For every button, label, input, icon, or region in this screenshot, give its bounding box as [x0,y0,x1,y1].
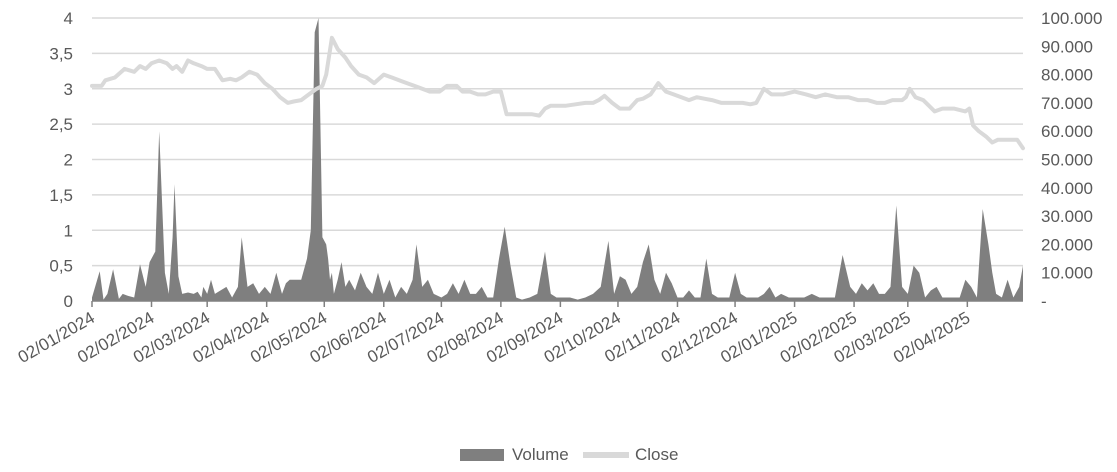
legend-swatch-volume [460,449,504,461]
right-tick-label-5: 50.000 [1041,151,1093,170]
right-tick-label-3: 30.000 [1041,207,1093,226]
left-tick-label-4: 2 [64,151,73,170]
right-tick-label-8: 80.000 [1041,66,1093,85]
right-tick-label-4: 40.000 [1041,179,1093,198]
left-tick-label-8: 4 [64,9,73,28]
left-tick-label-6: 3 [64,80,73,99]
right-tick-label-7: 70.000 [1041,94,1093,113]
left-tick-label-1: 0,5 [49,257,73,276]
x-axis-ticks: 02/01/202402/02/202402/03/202402/04/2024… [15,301,973,367]
right-tick-label-6: 60.000 [1041,122,1093,141]
gridlines [92,17,1023,267]
right-tick-label-1: 10.000 [1041,264,1093,283]
left-tick-label-5: 2,5 [49,115,73,134]
right-tick-label-9: 90.000 [1041,37,1093,56]
right-tick-label-2: 20.000 [1041,235,1093,254]
right-tick-label-10: 100.000 [1041,9,1102,28]
legend-label-volume: Volume [512,445,569,464]
left-tick-label-3: 1,5 [49,186,73,205]
left-tick-label-7: 3,5 [49,44,73,63]
right-tick-label-0: - [1041,292,1047,311]
left-axis-ticks: 0 0,5 1 1,5 2 2,5 3 3,5 4 [49,9,73,311]
legend: Volume Close [460,445,678,464]
right-axis-ticks: - 10.000 20.000 30.000 40.000 50.000 60.000 70.… [1041,9,1102,311]
left-tick-label-2: 1 [64,221,73,240]
close-series [90,35,1025,151]
close-line [90,35,1025,151]
legend-label-close: Close [635,445,678,464]
left-tick-label-0: 0 [64,292,73,311]
